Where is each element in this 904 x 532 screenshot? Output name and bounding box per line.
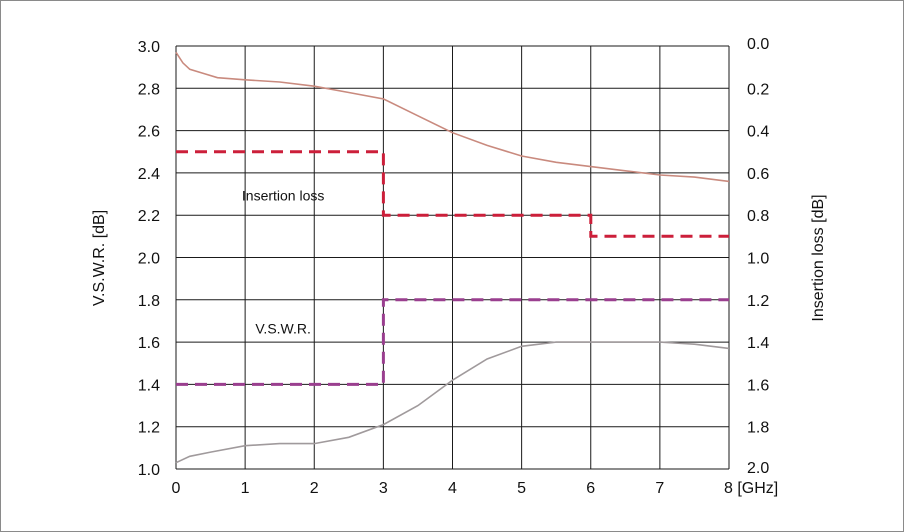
insertion-loss-spec-line <box>176 150 729 238</box>
left-axis-title: V.S.W.R. [dB] <box>91 210 108 306</box>
right-y-tick-label: 0.0 <box>747 36 769 53</box>
right-y-tick-label: 1.2 <box>747 293 769 310</box>
x-tick-label: 7 <box>655 480 664 497</box>
right-axis-title: Insertion loss [dB] <box>810 194 827 321</box>
left-y-tick-label: 2.0 <box>138 251 160 268</box>
left-y-tick-label: 1.8 <box>138 293 160 310</box>
x-tick-label: 3 <box>379 480 388 497</box>
left-y-tick-label: 1.2 <box>138 420 160 437</box>
annotations: Insertion loss V.S.W.R. <box>242 187 324 336</box>
x-tick-label: 2 <box>310 480 319 497</box>
x-tick-label: 5 <box>517 480 526 497</box>
left-y-tick-label: 2.2 <box>138 208 160 225</box>
right-y-tick-label: 1.6 <box>747 377 769 394</box>
left-y-tick-label: 2.6 <box>138 124 160 141</box>
x-axis: 0 1 2 3 4 5 6 7 8 [GHz] <box>172 480 779 497</box>
right-y-tick-label: 1.0 <box>747 251 769 268</box>
grid <box>175 45 730 470</box>
right-y-tick-label: 2.0 <box>747 460 769 477</box>
left-y-tick-label: 2.8 <box>138 81 160 98</box>
series-layer <box>175 51 730 464</box>
left-y-tick-label: 3.0 <box>138 39 160 56</box>
left-y-tick-label: 1.4 <box>138 377 160 394</box>
annotation-label: Insertion loss <box>242 187 324 203</box>
x-tick-label: 6 <box>586 480 595 497</box>
annotation-label: V.S.W.R. <box>255 321 311 337</box>
left-y-tick-label: 1.6 <box>138 335 160 352</box>
right-y-tick-label: 1.8 <box>747 420 769 437</box>
vswr-spec-line <box>176 298 729 386</box>
vswr-measured-line <box>175 341 730 464</box>
left-y-tick-label: 1.0 <box>138 462 160 479</box>
left-y-tick-label: 2.4 <box>138 166 160 183</box>
right-y-axis: 0.0 0.2 0.4 0.6 0.8 1.0 1.2 1.4 1.6 1.8 2.0 <box>747 36 769 477</box>
right-y-tick-label: 1.4 <box>747 335 769 352</box>
left-y-axis: 1.0 1.2 1.4 1.6 1.8 2.0 2.2 2.4 2.6 2.8 3.0 <box>138 39 160 479</box>
right-y-tick-label: 0.2 <box>747 81 769 98</box>
right-y-tick-label: 0.4 <box>747 124 769 141</box>
right-y-tick-label: 0.6 <box>747 166 769 183</box>
x-tick-label: 4 <box>448 480 457 497</box>
insertion-loss-measured-line <box>175 51 730 183</box>
right-y-tick-label: 0.8 <box>747 208 769 225</box>
x-tick-label: 1 <box>241 480 250 497</box>
x-tick-label: 8 [GHz] <box>724 480 778 497</box>
x-tick-label: 0 <box>172 480 181 497</box>
